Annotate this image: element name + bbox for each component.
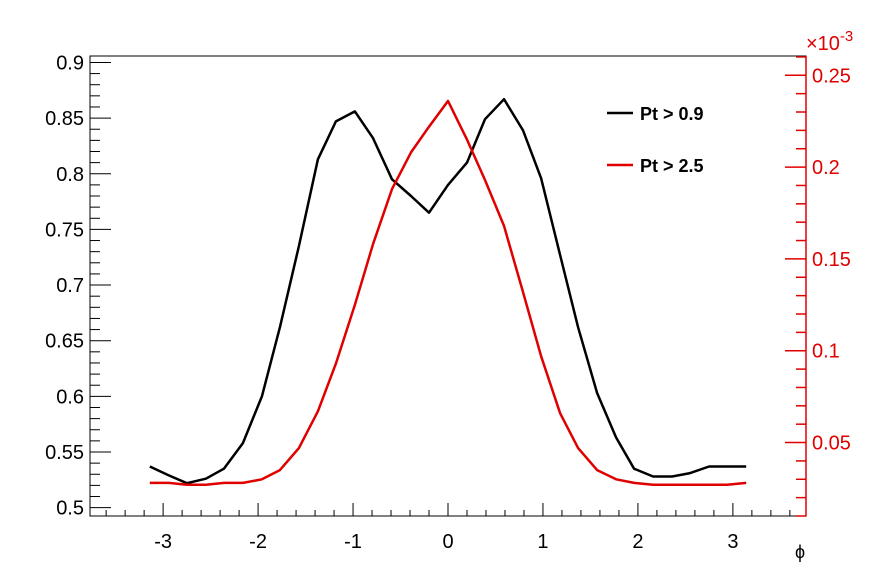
legend-label: Pt > 2.5 (640, 156, 704, 176)
x-tick-label: -3 (154, 531, 172, 553)
x-axis-title: ϕ (795, 542, 805, 562)
right-y-axis: 0.05 0.1 0.15 0.2 0.25 (785, 56, 851, 517)
series-group (149, 97, 747, 487)
y-right-tick-label: 0.1 (812, 341, 840, 363)
legend-label: Pt > 0.9 (640, 104, 704, 124)
y-right-tick-label: 0.15 (812, 249, 851, 271)
plot-area-border (89, 55, 807, 517)
x-tick-label: 2 (632, 531, 643, 553)
plot-frame (89, 55, 807, 517)
y-left-tick-label: 0.75 (45, 219, 84, 241)
y-right-tick-label: 0.25 (812, 65, 851, 87)
series-line-pt-2-5 (149, 99, 747, 487)
exponent-power: -3 (840, 28, 853, 45)
x-tick-label: -1 (344, 531, 362, 553)
y-left-tick-label: 0.9 (56, 52, 84, 74)
y-left-tick-label: 0.6 (56, 386, 84, 408)
x-tick-label: 0 (442, 531, 453, 553)
x-axis: -3 -2 -1 0 1 2 3 (105, 503, 791, 553)
y-left-tick-label: 0.5 (56, 498, 84, 520)
legend: Pt > 0.9 Pt > 2.5 (607, 104, 704, 176)
y-left-tick-label: 0.65 (45, 331, 84, 353)
x-tick-label: -2 (249, 531, 267, 553)
y-right-tick-label: 0.05 (812, 433, 851, 455)
left-y-axis: 0.5 0.55 0.6 0.65 0.7 0.75 0.8 0.85 0.9 (45, 52, 111, 520)
y-left-tick-label: 0.7 (56, 275, 84, 297)
y-right-tick-label: 0.2 (812, 157, 840, 179)
x-tick-label: 3 (727, 531, 738, 553)
series-line-pt-0-9 (149, 97, 747, 485)
y-left-tick-label: 0.55 (45, 442, 84, 464)
x-tick-label: 1 (537, 531, 548, 553)
y-left-tick-label: 0.8 (56, 164, 84, 186)
exponent-base: ×10 (806, 33, 840, 55)
y-left-tick-label: 0.85 (45, 108, 84, 130)
right-axis-exponent-label: ×10-3 (806, 28, 853, 55)
